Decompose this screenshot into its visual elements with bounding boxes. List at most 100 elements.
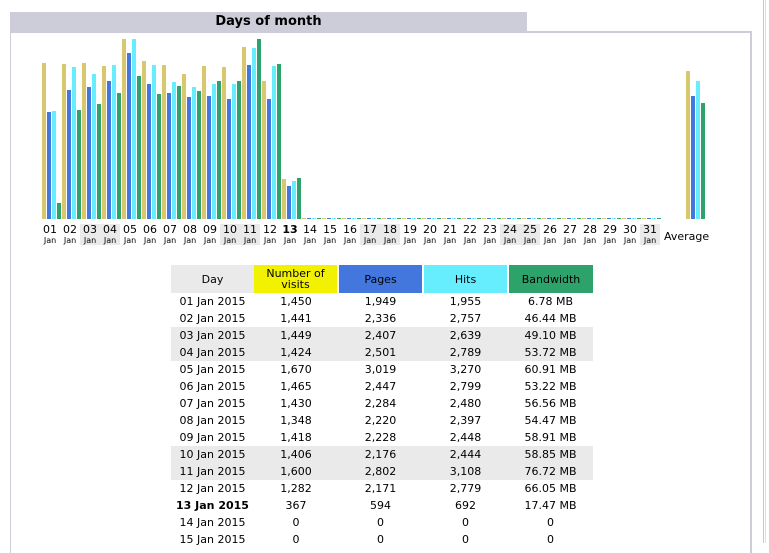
bar-hits-25 [532,218,536,219]
table-row: 03 Jan 2015 1,449 2,407 2,639 49.10 MB [171,327,593,344]
day-label-10: 10 Jan [220,224,240,245]
daily-stats-table: Day Number of visits Pages Hits Bandwidt… [171,265,593,548]
day-label-08: 08 Jan [180,224,200,246]
bar-pages-01 [47,112,51,219]
day-number: 19 [403,223,417,236]
bar-number-of-visits-22 [462,218,466,219]
day-label-27: 27 Jan [560,224,580,246]
day-label-22: 22 Jan [460,224,480,246]
month-abbrev: Jan [43,236,57,245]
cell-day: 08 Jan 2015 [179,414,246,427]
cell-day: 13 Jan 2015 [176,499,249,512]
day-label-16: 16 Jan [340,223,360,246]
bar-number-of-visits-07 [162,65,166,219]
month-abbrev: Jan [323,236,337,245]
month-abbrev: Jan [643,236,657,245]
bar-number-of-visits-15 [322,218,326,219]
cell-day: 01 Jan 2015 [179,295,246,308]
day-number: 28 [583,223,597,236]
bar-bandwidth-17 [377,218,381,219]
day-label-11: 11 Jan [240,224,260,245]
bar-pages-31 [647,218,651,219]
bar-bandwidth-13 [297,178,301,219]
month-abbrev: Jan [563,236,577,245]
day-number: 09 [203,223,217,236]
cell-visits: 0 [292,533,300,546]
bar-number-of-visits-05 [122,39,126,219]
bar-bandwidth-24 [517,218,521,219]
month-abbrev: Jan [363,236,377,245]
day-number: 16 [343,223,357,236]
month-abbrev: Jan [143,236,157,245]
bar-bandwidth-01 [57,203,61,219]
bar-pages-21 [447,218,451,219]
bar-pages-03 [87,87,91,219]
month-abbrev: Jan [523,236,537,245]
day-number: 07 [163,223,177,236]
cell-pages: 2,447 [364,380,397,393]
bar-hits-24 [512,218,516,219]
bar-pages-07 [167,93,171,219]
cell-visits: 1,670 [280,363,312,376]
day-label-09: 09 Jan [200,223,220,246]
cell-hits: 3,270 [449,363,482,376]
month-abbrev: Jan [623,236,637,245]
bar-pages-05 [127,53,131,219]
cell-visits: 1,282 [280,482,312,495]
col-header-bandwidth: Bandwidth [507,265,593,293]
cell-day: 11 Jan 2015 [171,463,254,480]
table-row: 02 Jan 2015 1,441 2,336 2,757 46.44 MB [171,310,593,327]
cell-visits: 1,348 [280,414,312,427]
cell-hits: 2,779 [449,482,482,495]
bar-hits-09 [212,84,216,219]
cell-pages: 1,949 [364,295,397,308]
table-row: 01 Jan 2015 1,450 1,949 1,955 6.78 MB [171,293,593,310]
bar-hits-26 [552,218,556,219]
day-label-21: 21 Jan [440,224,460,246]
bar-number-of-visits-25 [522,218,526,219]
bar-bandwidth-18 [397,218,401,219]
bar-hits-05 [132,39,136,219]
bar-number-of-visits-12 [262,81,266,219]
cell-visits: 1,424 [254,344,338,361]
bar-pages-12 [267,99,271,219]
cell-hits: 2,480 [449,397,482,410]
month-abbrev: Jan [343,236,357,245]
bar-pages-average [691,96,695,219]
day-number: 31 [643,223,657,236]
bar-pages-23 [487,218,491,219]
bar-bandwidth-06 [157,94,161,219]
month-abbrev: Jan [423,236,437,245]
cell-hits: 2,448 [449,431,482,444]
table-row: 11 Jan 2015 1,600 2,802 3,108 76.72 MB [171,463,593,480]
day-number: 17 [363,223,377,236]
bar-number-of-visits-31 [642,218,646,219]
bar-hits-17 [372,218,376,219]
bar-hits-average [696,81,700,219]
bar-bandwidth-22 [477,218,481,219]
cell-day: 15 Jan 2015 [179,533,246,546]
day-label-03: 03 Jan [80,224,100,245]
day-label-29: 29 Jan [600,224,620,246]
bar-number-of-visits-02 [62,64,66,219]
table-row: 13 Jan 2015 367 594 692 17.47 MB [171,497,593,514]
cell-hits: 1,955 [449,295,482,308]
bar-pages-29 [607,218,611,219]
cell-day: 09 Jan 2015 [179,431,246,444]
bar-number-of-visits-23 [482,218,486,219]
day-label-12: 12 Jan [260,224,280,246]
day-label-15: 15 Jan [320,224,340,246]
bar-pages-14 [307,218,311,219]
cell-pages: 2,176 [338,446,423,463]
table-row: 07 Jan 2015 1,430 2,284 2,480 56.56 MB [171,395,593,412]
cell-bandwidth: 60.91 MB [524,363,577,376]
day-label-02: 02 Jan [60,224,80,246]
bar-bandwidth-30 [637,218,641,219]
day-number: 04 [103,223,117,236]
day-label-30: 30 Jan [620,223,640,246]
average-label: Average [664,230,710,243]
day-label-13: 13 Jan [280,224,300,246]
bar-number-of-visits-01 [42,63,46,219]
day-number: 30 [623,223,637,236]
table-row: 09 Jan 2015 1,418 2,228 2,448 58.91 MB [171,429,593,446]
